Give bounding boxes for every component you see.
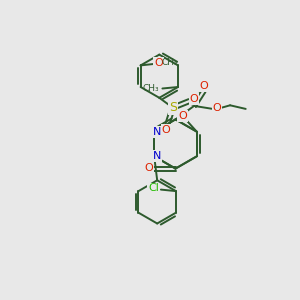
Text: O: O — [190, 94, 199, 104]
Text: S: S — [169, 101, 177, 114]
Text: CH₃: CH₃ — [143, 84, 159, 93]
Text: CH₃: CH₃ — [162, 58, 178, 67]
Text: O: O — [178, 111, 187, 121]
Text: O: O — [212, 103, 221, 113]
Text: N: N — [153, 151, 161, 161]
Text: Cl: Cl — [148, 183, 159, 194]
Text: N: N — [153, 127, 161, 137]
Text: O: O — [154, 58, 163, 68]
Text: O: O — [145, 163, 154, 173]
Text: O: O — [199, 81, 208, 91]
Text: O: O — [162, 124, 171, 135]
